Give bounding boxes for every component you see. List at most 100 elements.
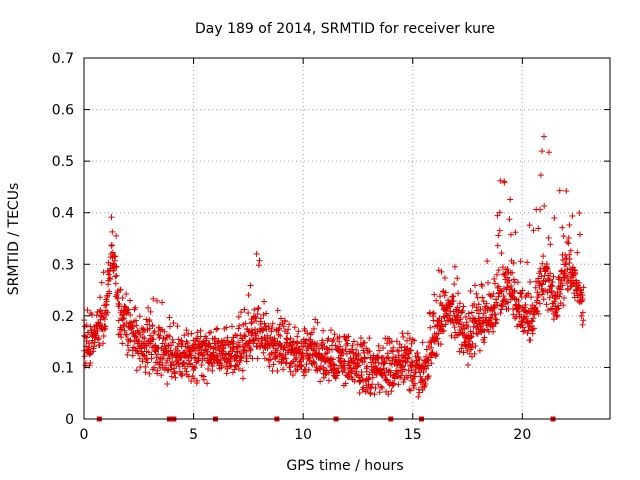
data-point bbox=[291, 324, 298, 331]
data-point bbox=[235, 325, 242, 332]
data-point bbox=[381, 360, 388, 367]
data-point bbox=[372, 385, 379, 392]
data-point bbox=[303, 361, 310, 368]
data-point bbox=[419, 339, 426, 346]
data-point bbox=[532, 304, 539, 311]
data-point bbox=[414, 350, 421, 357]
data-point bbox=[360, 384, 367, 391]
data-point bbox=[459, 307, 466, 314]
data-point bbox=[538, 148, 545, 155]
data-point bbox=[479, 282, 486, 289]
y-tick-label: 0.7 bbox=[52, 51, 74, 67]
data-point bbox=[254, 355, 261, 362]
data-point bbox=[113, 263, 120, 270]
data-point bbox=[535, 291, 542, 298]
data-point bbox=[546, 276, 553, 283]
data-point bbox=[162, 336, 169, 343]
data-point bbox=[139, 358, 146, 365]
data-point bbox=[113, 272, 120, 279]
data-point bbox=[479, 294, 486, 301]
x-tick-label: 10 bbox=[294, 427, 312, 443]
data-point bbox=[556, 187, 563, 194]
data-point bbox=[564, 273, 571, 280]
data-point bbox=[457, 316, 464, 323]
data-point bbox=[224, 334, 231, 341]
data-point bbox=[182, 343, 189, 350]
data-point bbox=[277, 333, 284, 339]
data-point bbox=[527, 336, 534, 343]
data-point bbox=[406, 386, 413, 393]
data-point bbox=[119, 314, 126, 321]
data-point bbox=[512, 229, 519, 236]
data-point bbox=[218, 362, 225, 369]
data-point bbox=[388, 338, 395, 345]
data-point bbox=[112, 273, 119, 280]
data-point bbox=[410, 384, 417, 391]
y-tick-label: 0.4 bbox=[52, 206, 74, 222]
data-point bbox=[499, 264, 506, 271]
data-point bbox=[433, 351, 440, 358]
data-point bbox=[530, 227, 537, 234]
data-point bbox=[223, 324, 230, 331]
data-point bbox=[350, 338, 357, 345]
data-point bbox=[156, 359, 163, 366]
data-point bbox=[319, 353, 326, 360]
data-point bbox=[497, 310, 504, 317]
data-point bbox=[108, 241, 115, 248]
data-point bbox=[104, 309, 111, 316]
data-point bbox=[329, 346, 336, 353]
data-point bbox=[270, 361, 277, 368]
data-point bbox=[572, 269, 579, 276]
data-point bbox=[194, 329, 201, 336]
data-point bbox=[450, 298, 457, 305]
data-point bbox=[414, 361, 421, 368]
data-point bbox=[545, 307, 552, 314]
data-point bbox=[94, 336, 101, 343]
data-point bbox=[533, 297, 540, 304]
data-point bbox=[483, 300, 490, 307]
data-point bbox=[200, 376, 207, 383]
data-point bbox=[192, 365, 199, 372]
data-point bbox=[466, 338, 473, 345]
data-point bbox=[530, 310, 537, 317]
data-point bbox=[247, 282, 254, 289]
data-point bbox=[100, 269, 107, 276]
data-point bbox=[490, 290, 497, 297]
data-point bbox=[261, 355, 268, 362]
data-point bbox=[336, 333, 343, 340]
data-point bbox=[181, 359, 188, 366]
data-point bbox=[312, 316, 319, 323]
data-point bbox=[261, 320, 268, 327]
data-point bbox=[442, 289, 449, 296]
data-point bbox=[253, 332, 260, 339]
data-point bbox=[136, 313, 143, 320]
data-point bbox=[386, 335, 393, 342]
data-point bbox=[287, 368, 294, 375]
data-point bbox=[398, 372, 405, 379]
data-point bbox=[198, 362, 205, 369]
data-point bbox=[494, 242, 501, 249]
data-point bbox=[490, 328, 497, 335]
data-point bbox=[329, 356, 336, 363]
data-point bbox=[253, 250, 260, 257]
data-point bbox=[355, 362, 362, 369]
data-point bbox=[411, 337, 418, 344]
data-point bbox=[119, 295, 126, 302]
data-point bbox=[477, 306, 484, 313]
data-point bbox=[141, 335, 148, 342]
data-point bbox=[227, 343, 234, 350]
data-point bbox=[366, 348, 373, 355]
data-point bbox=[493, 271, 500, 278]
data-point bbox=[97, 294, 104, 301]
data-point bbox=[109, 228, 116, 235]
data-point bbox=[146, 370, 153, 377]
data-point bbox=[241, 306, 248, 313]
data-point bbox=[511, 287, 518, 294]
data-point bbox=[498, 250, 505, 257]
data-point bbox=[284, 336, 291, 343]
data-point bbox=[301, 372, 308, 379]
data-point bbox=[280, 366, 287, 373]
data-point bbox=[314, 340, 321, 347]
data-point bbox=[560, 302, 567, 309]
data-point bbox=[527, 294, 534, 301]
